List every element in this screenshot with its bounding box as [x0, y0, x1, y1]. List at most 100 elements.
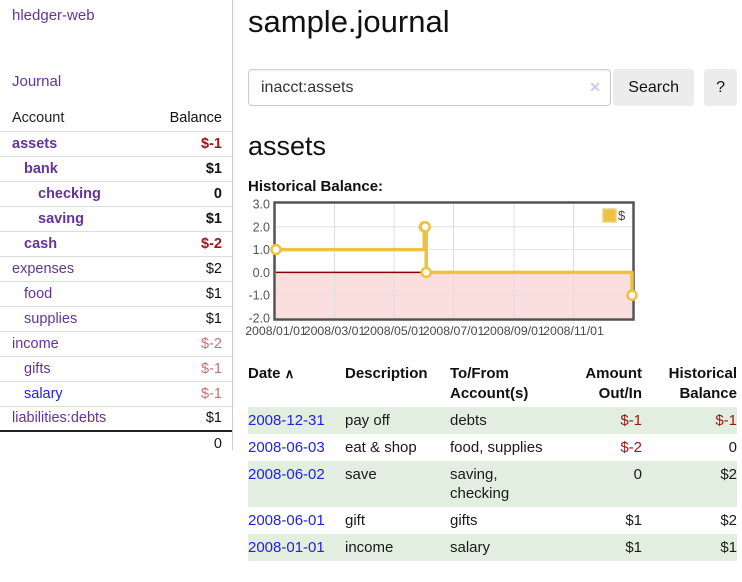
transaction-amount: 0 — [633, 466, 642, 483]
accounts-total-row: 0 — [0, 430, 232, 456]
account-balance: 0 — [146, 181, 232, 207]
account-balance: $1 — [146, 406, 232, 432]
table-row: cash $-2 — [0, 231, 232, 257]
table-row: 2008-06-01 gift gifts $1 $2 — [248, 507, 737, 534]
account-link-saving[interactable]: saving — [38, 210, 84, 227]
transaction-date-link[interactable]: 2008-06-03 — [248, 439, 325, 456]
account-balance: $1 — [146, 306, 232, 332]
account-link-cash[interactable]: cash — [24, 235, 58, 252]
amount-col-header: Amount Out/In — [585, 365, 642, 402]
svg-text:1.0: 1.0 — [253, 243, 270, 257]
table-row: food $1 — [0, 281, 232, 307]
svg-text:3.0: 3.0 — [253, 198, 270, 212]
account-link-salary[interactable]: salary — [24, 385, 63, 402]
table-row: supplies $1 — [0, 306, 232, 332]
accounts-total-value: 0 — [146, 430, 232, 456]
date-col-header[interactable]: Date ∧ — [248, 365, 295, 382]
account-balance: $-2 — [146, 231, 232, 257]
transaction-amount: $-1 — [620, 412, 642, 429]
transaction-description: save — [345, 466, 377, 483]
search-button[interactable]: Search — [613, 69, 695, 106]
table-row: bank $1 — [0, 156, 232, 182]
transaction-balance: $1 — [720, 539, 737, 556]
svg-text:2008/11/01: 2008/11/01 — [543, 324, 604, 338]
account-balance: $1 — [146, 281, 232, 307]
main-content: sample.journal ✕ Search ? assets Histori… — [245, 0, 737, 561]
transaction-balance: $2 — [720, 512, 737, 529]
table-row: 2008-01-01 income salary $1 $1 — [248, 534, 737, 561]
account-link-liabilities-debts[interactable]: liabilities:debts — [12, 410, 107, 427]
table-row: salary $-1 — [0, 381, 232, 407]
transaction-description: gift — [345, 512, 366, 529]
transaction-date-link[interactable]: 2008-12-31 — [248, 412, 325, 429]
table-row: 2008-06-02 save saving, checking 0 $2 — [248, 461, 737, 507]
transaction-accounts: debts — [450, 412, 487, 429]
transaction-amount: $1 — [625, 539, 642, 556]
table-row: assets $-1 — [0, 131, 232, 157]
table-row: liabilities:debts $1 — [0, 406, 232, 432]
svg-text:$: $ — [618, 208, 626, 223]
transaction-balance: $2 — [720, 466, 737, 483]
table-row: 2008-06-03 eat & shop food, supplies $-2… — [248, 434, 737, 461]
transaction-date-link[interactable]: 2008-01-01 — [248, 539, 325, 556]
transaction-balance: 0 — [728, 439, 737, 456]
transaction-date-link[interactable]: 2008-06-01 — [248, 512, 325, 529]
account-balance: $1 — [146, 156, 232, 182]
transaction-accounts: salary — [450, 539, 491, 556]
account-link-income[interactable]: income — [12, 335, 59, 352]
account-link-assets[interactable]: assets — [12, 135, 58, 152]
accounts-table: Account Balance assets $-1 bank $1 check… — [0, 106, 232, 456]
table-row: gifts $-1 — [0, 356, 232, 382]
transaction-accounts: food, supplies — [450, 439, 543, 456]
table-row: saving $1 — [0, 206, 232, 232]
svg-text:2008/05/01: 2008/05/01 — [363, 324, 425, 338]
sidebar-item-journal[interactable]: Journal — [12, 73, 62, 90]
account-balance: $1 — [146, 206, 232, 232]
register-header-row: Date ∧ Description To/From Account(s) Am… — [248, 361, 737, 407]
svg-text:2.0: 2.0 — [253, 220, 270, 234]
table-row: 2008-12-31 pay off debts $-1 $-1 — [248, 407, 737, 434]
description-col-header: Description — [345, 365, 428, 382]
transaction-accounts: saving, checking — [450, 466, 510, 502]
chart-heading: Historical Balance: — [248, 178, 384, 195]
svg-text:2008/09/01: 2008/09/01 — [483, 324, 545, 338]
transaction-description: pay off — [345, 412, 390, 429]
transaction-description: eat & shop — [345, 439, 417, 456]
table-row: checking 0 — [0, 181, 232, 207]
page-title: sample.journal — [248, 4, 450, 39]
transaction-balance: $-1 — [715, 412, 737, 429]
transaction-date-link[interactable]: 2008-06-02 — [248, 466, 325, 483]
transaction-amount: $-2 — [620, 439, 642, 456]
account-balance: $-1 — [146, 131, 232, 157]
svg-text:2008/01/01: 2008/01/01 — [245, 324, 307, 338]
svg-text:-2.0: -2.0 — [248, 312, 270, 326]
svg-text:2008/07/01: 2008/07/01 — [423, 324, 485, 338]
sort-ascending-icon: ∧ — [284, 366, 295, 381]
transaction-accounts: gifts — [450, 512, 478, 529]
account-balance: $-1 — [146, 356, 232, 382]
search-input[interactable] — [248, 69, 611, 106]
balance-col-header: Balance — [146, 106, 232, 132]
historical-balance-chart: $3.0 2.0 1.0 0.0 -1.0 -2.0 2008/01/01 2008/03/0… — [245, 198, 737, 342]
clear-search-icon[interactable]: ✕ — [589, 79, 601, 95]
accounts-col-header: Account — [0, 106, 147, 132]
app-brand-link[interactable]: hledger-web — [12, 7, 95, 24]
search-form: ✕ Search ? — [248, 69, 737, 106]
account-link-checking[interactable]: checking — [38, 185, 101, 202]
svg-text:0.0: 0.0 — [253, 266, 270, 280]
account-link-supplies[interactable]: supplies — [24, 310, 78, 327]
account-balance: $-1 — [146, 381, 232, 407]
accounts-table-header: Account Balance — [0, 106, 232, 132]
account-balance: $2 — [146, 256, 232, 282]
table-row: income $-2 — [0, 331, 232, 357]
register-table: Date ∧ Description To/From Account(s) Am… — [248, 361, 737, 561]
help-button[interactable]: ? — [704, 69, 737, 106]
account-link-food[interactable]: food — [24, 285, 53, 302]
account-col-header: To/From Account(s) — [450, 365, 529, 402]
svg-text:2008/03/01: 2008/03/01 — [304, 324, 366, 338]
transaction-amount: $1 — [625, 512, 642, 529]
account-link-expenses[interactable]: expenses — [12, 260, 75, 277]
account-link-gifts[interactable]: gifts — [24, 360, 51, 377]
account-balance: $-2 — [146, 331, 232, 357]
account-link-bank[interactable]: bank — [24, 160, 58, 177]
